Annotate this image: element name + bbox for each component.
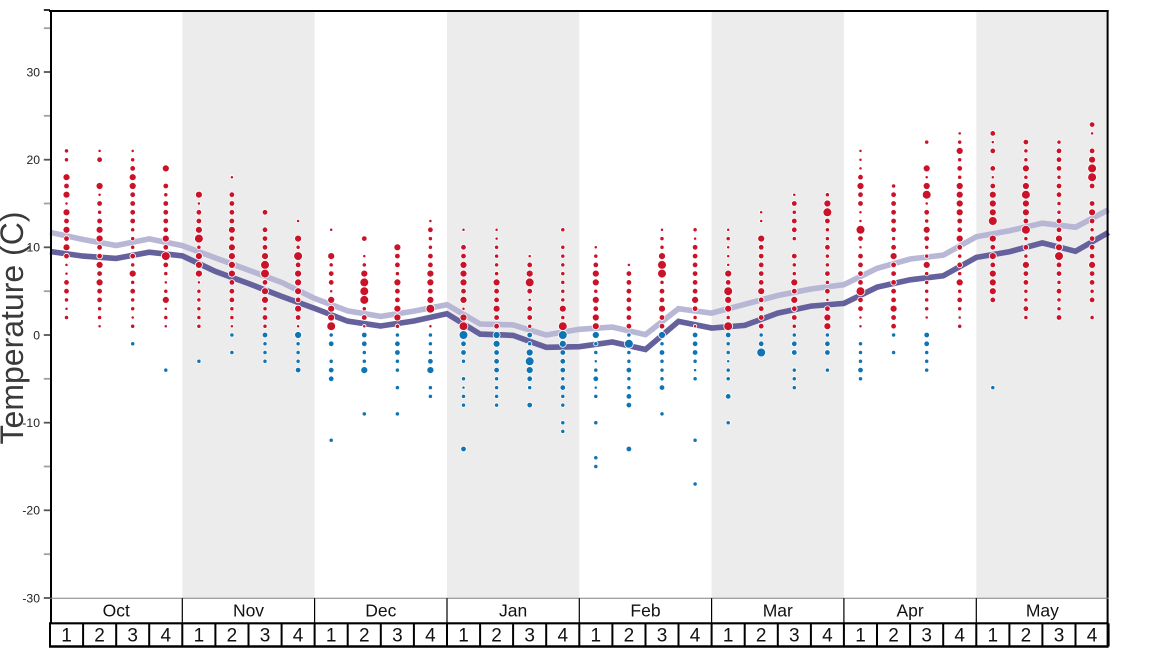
svg-text:10: 10 (26, 241, 40, 255)
svg-text:Dec: Dec (365, 601, 396, 621)
svg-text:3: 3 (524, 626, 535, 647)
svg-text:-30: -30 (22, 591, 40, 605)
svg-text:2: 2 (756, 626, 767, 647)
svg-text:4: 4 (161, 626, 172, 647)
svg-text:0: 0 (33, 328, 40, 342)
svg-text:1: 1 (61, 626, 72, 647)
svg-text:1: 1 (723, 626, 734, 647)
svg-text:4: 4 (425, 626, 436, 647)
svg-text:Jan: Jan (499, 601, 527, 621)
svg-text:1: 1 (458, 626, 469, 647)
svg-text:2: 2 (94, 626, 105, 647)
svg-text:1: 1 (988, 626, 999, 647)
svg-text:Temperature (C): Temperature (C) (0, 212, 30, 445)
svg-text:3: 3 (657, 626, 668, 647)
svg-text:Oct: Oct (103, 601, 130, 621)
svg-text:Feb: Feb (630, 601, 660, 621)
svg-text:4: 4 (1087, 626, 1098, 647)
svg-text:2: 2 (491, 626, 502, 647)
svg-text:1: 1 (855, 626, 866, 647)
svg-text:20: 20 (26, 153, 40, 167)
svg-text:4: 4 (558, 626, 569, 647)
svg-text:2: 2 (227, 626, 238, 647)
svg-text:1: 1 (591, 626, 602, 647)
svg-text:4: 4 (954, 626, 965, 647)
svg-text:Apr: Apr (896, 601, 923, 621)
svg-text:May: May (1026, 601, 1059, 621)
svg-text:3: 3 (789, 626, 800, 647)
svg-text:1: 1 (326, 626, 337, 647)
svg-text:Mar: Mar (763, 601, 793, 621)
svg-text:3: 3 (392, 626, 403, 647)
svg-text:30: 30 (26, 65, 40, 79)
svg-text:2: 2 (1021, 626, 1032, 647)
svg-text:4: 4 (293, 626, 304, 647)
svg-text:-10: -10 (22, 416, 40, 430)
svg-text:2: 2 (888, 626, 899, 647)
svg-text:2: 2 (359, 626, 370, 647)
svg-text:Nov: Nov (233, 601, 264, 621)
svg-text:-20: -20 (22, 504, 40, 518)
svg-text:3: 3 (1054, 626, 1065, 647)
svg-text:4: 4 (822, 626, 833, 647)
svg-text:4: 4 (690, 626, 701, 647)
svg-text:3: 3 (260, 626, 271, 647)
svg-text:3: 3 (127, 626, 138, 647)
svg-text:3: 3 (921, 626, 932, 647)
svg-text:1: 1 (194, 626, 205, 647)
svg-text:2: 2 (624, 626, 635, 647)
